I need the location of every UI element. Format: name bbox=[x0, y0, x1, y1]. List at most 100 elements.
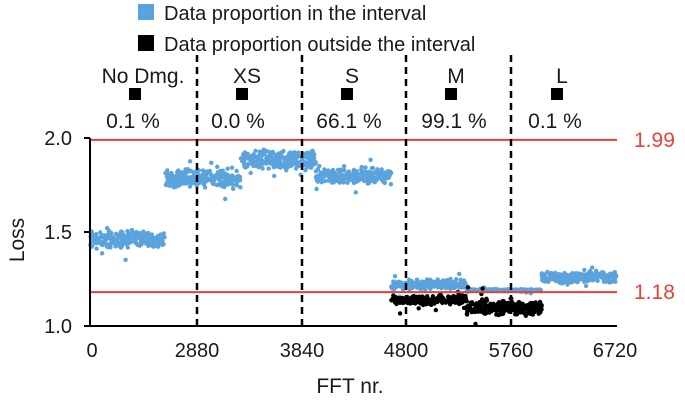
data-point-inside bbox=[167, 183, 172, 188]
data-point-inside bbox=[353, 190, 358, 195]
data-point-inside bbox=[250, 157, 256, 163]
data-point-inside bbox=[245, 162, 251, 167]
region-label-m: M bbox=[447, 65, 465, 88]
data-point-inside bbox=[540, 277, 545, 282]
data-point-inside bbox=[575, 278, 581, 283]
data-point-inside bbox=[340, 173, 346, 179]
data-point-inside bbox=[316, 175, 321, 181]
percent-label-l: 0.1 % bbox=[528, 110, 582, 133]
data-point-inside bbox=[153, 240, 158, 245]
data-point-inside bbox=[133, 239, 138, 244]
data-point-inside bbox=[451, 281, 456, 286]
data-point-inside bbox=[589, 273, 594, 279]
data-point-outside bbox=[464, 311, 470, 317]
data-point-inside bbox=[225, 172, 230, 178]
data-point-inside bbox=[297, 163, 302, 168]
data-point-outside bbox=[527, 304, 532, 310]
data-point-inside bbox=[378, 173, 384, 178]
data-point-inside bbox=[197, 178, 202, 183]
data-point-inside bbox=[534, 287, 539, 292]
data-point-inside bbox=[266, 166, 271, 171]
data-point-inside bbox=[568, 280, 574, 285]
data-point-outside bbox=[530, 300, 535, 306]
data-point-inside bbox=[267, 149, 272, 155]
data-point-inside bbox=[424, 283, 430, 289]
data-point-inside bbox=[219, 181, 225, 186]
data-point-inside bbox=[215, 164, 220, 169]
data-point-inside bbox=[312, 152, 317, 157]
data-point-inside bbox=[184, 181, 189, 186]
data-point-inside bbox=[306, 159, 312, 164]
data-point-inside bbox=[130, 236, 135, 241]
data-point-inside bbox=[295, 150, 301, 155]
data-point-inside bbox=[261, 147, 266, 152]
data-point-inside bbox=[367, 172, 373, 177]
data-point-inside bbox=[123, 257, 128, 262]
data-point-inside bbox=[603, 273, 609, 278]
data-point-inside bbox=[351, 169, 356, 174]
data-point-outside bbox=[430, 294, 436, 299]
data-point-outside bbox=[500, 299, 505, 304]
data-point-inside bbox=[112, 239, 117, 244]
data-point-outside bbox=[467, 304, 473, 309]
data-point-inside bbox=[190, 176, 196, 181]
data-point-inside bbox=[288, 150, 293, 155]
data-point-inside bbox=[251, 163, 256, 169]
data-point-inside bbox=[171, 184, 176, 190]
region-label-no-dmg: No Dmg. bbox=[102, 65, 185, 88]
x-tick-label-3840: 3840 bbox=[280, 340, 325, 362]
data-point-inside bbox=[318, 170, 324, 175]
data-point-inside bbox=[242, 150, 248, 155]
data-point-inside bbox=[222, 178, 228, 183]
data-point-outside bbox=[499, 306, 505, 312]
data-point-inside bbox=[222, 183, 228, 188]
region-label-xs: XS bbox=[233, 65, 261, 88]
y-tick-label-1-0: 1.0 bbox=[44, 316, 72, 338]
data-point-inside bbox=[359, 167, 364, 172]
data-point-inside bbox=[263, 160, 269, 165]
data-point-inside bbox=[595, 277, 600, 282]
data-point-inside bbox=[208, 172, 214, 177]
data-point-inside bbox=[315, 167, 321, 172]
data-point-inside bbox=[352, 179, 357, 184]
data-point-inside bbox=[183, 167, 188, 172]
data-point-inside bbox=[94, 240, 99, 246]
data-point-inside bbox=[388, 182, 394, 187]
data-point-outside bbox=[494, 312, 499, 317]
data-point-inside bbox=[314, 186, 319, 192]
data-point-inside bbox=[611, 273, 616, 278]
data-point-inside bbox=[169, 178, 174, 184]
percent-label-xs: 0.0 % bbox=[211, 110, 265, 133]
data-point-inside bbox=[354, 169, 359, 174]
data-point-inside bbox=[194, 181, 200, 186]
data-point-inside bbox=[251, 152, 256, 157]
data-point-inside bbox=[241, 162, 247, 167]
data-point-inside bbox=[282, 159, 287, 164]
data-point-inside bbox=[342, 168, 347, 173]
data-point-outside bbox=[393, 297, 398, 303]
data-point-inside bbox=[281, 148, 286, 154]
data-point-inside bbox=[444, 286, 449, 291]
data-point-inside bbox=[571, 272, 576, 277]
data-point-outside bbox=[511, 304, 517, 309]
data-point-inside bbox=[407, 277, 412, 282]
data-point-inside bbox=[281, 155, 287, 161]
data-point-inside bbox=[584, 272, 589, 277]
data-point-outside bbox=[445, 298, 451, 303]
data-point-inside bbox=[385, 172, 390, 177]
data-point-inside bbox=[407, 287, 412, 292]
data-point-inside bbox=[604, 277, 609, 282]
data-point-outside bbox=[389, 298, 394, 303]
data-point-inside bbox=[234, 181, 239, 187]
data-point-inside bbox=[317, 163, 322, 169]
data-point-outside bbox=[505, 300, 510, 306]
data-point-outside bbox=[433, 307, 438, 313]
data-point-inside bbox=[174, 177, 179, 182]
data-point-inside bbox=[151, 244, 156, 249]
data-point-inside bbox=[175, 170, 180, 175]
region-marker-l bbox=[551, 88, 563, 100]
data-point-outside bbox=[397, 311, 403, 316]
data-point-inside bbox=[248, 170, 253, 176]
data-point-inside bbox=[288, 160, 293, 165]
